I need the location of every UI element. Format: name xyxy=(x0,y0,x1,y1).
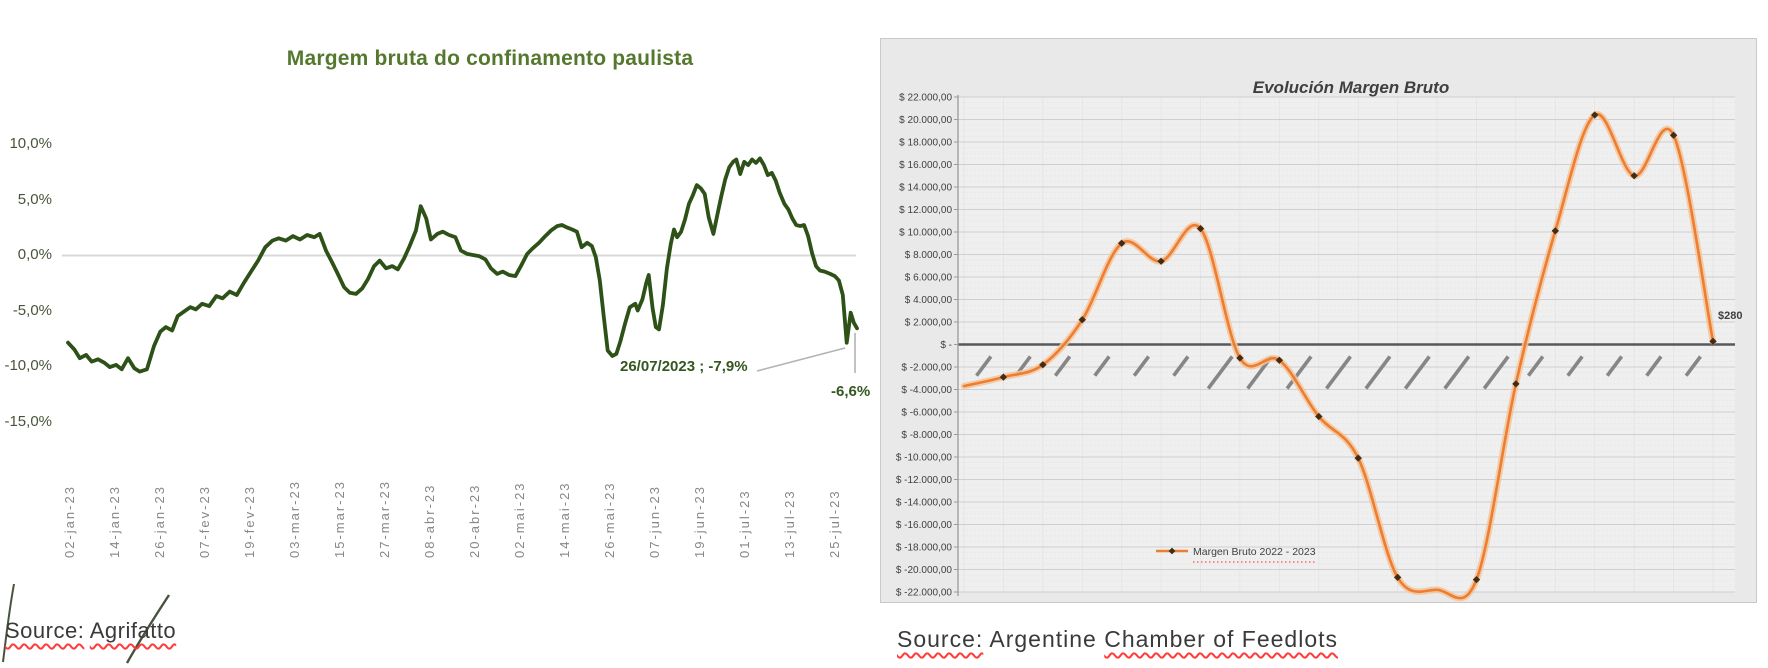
right-y-tick-label: $ 6.000,00 xyxy=(905,273,953,284)
x-tick-hatch-label xyxy=(1605,355,1624,377)
x-tick-hatch-label xyxy=(1364,355,1392,390)
right-y-tick-label: $ 22.000,00 xyxy=(899,93,952,104)
right-source-line: Source: Argentine Chamber of Feedlots xyxy=(897,626,1338,653)
left-y-tick-label: -5,0% xyxy=(12,301,52,319)
right-y-tick-label: $ 10.000,00 xyxy=(899,228,952,239)
end-value-label: $280 xyxy=(1718,310,1742,322)
right-y-tick-label: $ 2.000,00 xyxy=(905,318,953,329)
left-chart-plot xyxy=(2,156,859,664)
callout-leader-line xyxy=(756,347,846,372)
right-y-tick-label: $ -4.000,00 xyxy=(901,385,952,396)
right-source-middle: Argentine xyxy=(983,626,1105,652)
x-tick-hatch-label xyxy=(1443,355,1471,390)
data-point-marker xyxy=(1315,412,1323,421)
margem-bruta-line xyxy=(66,156,859,374)
right-y-tick-label: $ 18.000,00 xyxy=(899,138,952,149)
x-tick-hatch-label xyxy=(1172,355,1190,377)
right-y-tick-label: $ 4.000,00 xyxy=(905,295,953,306)
right-y-tick-label: $ -20.000,00 xyxy=(896,565,953,576)
left-source-name: Agrifatto xyxy=(89,618,177,643)
data-point-marker xyxy=(1630,172,1638,180)
right-source-prefix: Source: xyxy=(897,626,984,652)
right-y-tick-label: $ 8.000,00 xyxy=(905,250,953,261)
right-y-tick-label: $ -2.000,00 xyxy=(901,363,952,374)
right-y-tick-label: $ -16.000,00 xyxy=(896,520,953,531)
x-tick-hatch-label xyxy=(1526,355,1545,377)
data-point-marker xyxy=(1196,224,1205,233)
left-chart-title: Margem bruta do confinamento paulista xyxy=(286,47,694,70)
data-point-marker xyxy=(1393,573,1402,582)
legend-label: Margen Bruto 2022 - 2023 xyxy=(1193,546,1316,558)
x-tick-hatch-label xyxy=(1403,355,1431,390)
right-y-tick-label: $ - xyxy=(940,340,952,351)
x-tick-hatch-label xyxy=(1053,355,1072,377)
annotation-callout: 26/07/2023 ; -7,9% xyxy=(620,358,748,375)
right-y-tick-label: $ 12.000,00 xyxy=(899,205,952,216)
x-tick-hatch-label xyxy=(1132,355,1151,377)
data-point-marker xyxy=(999,373,1008,381)
right-y-tick-label: $ -6.000,00 xyxy=(901,408,952,419)
x-tick-hatch-label xyxy=(1566,355,1584,377)
right-y-tick-label: $ 20.000,00 xyxy=(899,115,952,126)
right-chart-plot: $ 22.000,00 $ 20.000,00 $ 18.000,00 $ 16.00… xyxy=(896,93,1742,602)
x-tick-hatch-label xyxy=(1325,355,1352,390)
left-y-tick-label: -10,0% xyxy=(4,357,52,374)
right-y-tick-label: $ 14.000,00 xyxy=(899,183,952,194)
right-y-tick-label: $ -18.000,00 xyxy=(896,543,953,554)
right-source-tail: Chamber of Feedlots xyxy=(1104,626,1339,652)
margen-bruto-line xyxy=(962,113,1715,600)
data-point-marker xyxy=(1512,380,1520,388)
right-y-tick-label: $ -12.000,00 xyxy=(896,475,953,486)
left-y-tick-label: -15,0% xyxy=(4,412,52,430)
left-source-line: Source: Agrifatto xyxy=(5,618,176,644)
x-tick-hatch-label xyxy=(1206,355,1234,390)
x-tick-hatch-label xyxy=(1285,355,1313,390)
x-tick-hatch-label xyxy=(1482,355,1510,390)
left-source-prefix: Source: xyxy=(5,618,85,643)
x-tick-hatch-label xyxy=(975,355,993,377)
right-y-tick-label: $ 16.000,00 xyxy=(899,160,952,171)
legend-marker-icon xyxy=(1168,547,1176,555)
left-y-tick-label: 5,0% xyxy=(17,190,52,208)
right-y-tick-label: $ -8.000,00 xyxy=(901,430,952,441)
pen-stroke-through-source xyxy=(125,594,171,664)
right-y-tick-label: $ -22.000,00 xyxy=(896,588,953,599)
right-chart-title: Evolución Margen Bruto xyxy=(1252,78,1450,97)
data-point-marker xyxy=(1039,361,1047,369)
x-tick-hatch-label xyxy=(1684,355,1702,377)
pen-stroke-left-edge xyxy=(2,583,15,663)
left-y-tick-label: 10,0% xyxy=(9,135,52,152)
last-value-label: -6,6% xyxy=(831,383,871,400)
right-y-tick-label: $ -10.000,00 xyxy=(896,453,953,464)
right-y-tick-label: $ -14.000,00 xyxy=(896,498,953,509)
x-tick-hatch-label xyxy=(1645,355,1663,377)
left-y-tick-label: 0,0% xyxy=(17,246,52,263)
data-point-marker xyxy=(1669,131,1678,139)
x-tick-hatch-label xyxy=(1093,355,1111,377)
